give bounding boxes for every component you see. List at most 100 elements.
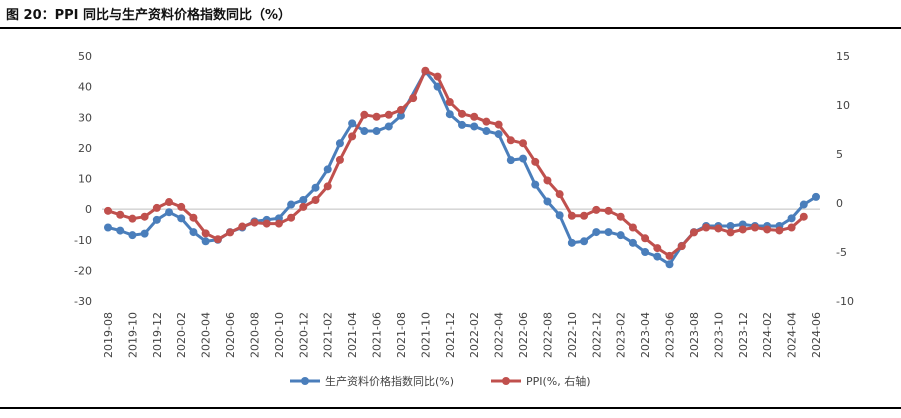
series-2-point xyxy=(323,182,332,191)
series-1-point xyxy=(506,156,515,165)
series-2-point xyxy=(335,155,344,164)
series-1-point xyxy=(494,130,503,139)
left-y-tick-label: 30 xyxy=(78,111,92,124)
series-1-point xyxy=(372,127,381,136)
series-2-point xyxy=(140,212,149,221)
x-tick-label: 2024-02 xyxy=(761,312,774,358)
series-1-line xyxy=(107,69,817,266)
legend-label: 生产资料价格指数同比(%) xyxy=(325,374,454,388)
series-2-point xyxy=(409,94,418,103)
series-2-point xyxy=(482,117,491,126)
series-2-point xyxy=(494,120,503,129)
x-tick-label: 2021-02 xyxy=(322,312,335,358)
right-y-tick-label: 15 xyxy=(836,50,850,63)
series-2-point xyxy=(653,244,662,253)
series-1-point xyxy=(396,111,405,120)
series-2-point xyxy=(238,222,247,231)
series-2-point xyxy=(165,198,174,207)
series-2-point xyxy=(799,212,808,221)
right-y-tick-label: 10 xyxy=(836,99,850,112)
left-y-tick-label: -30 xyxy=(74,295,92,308)
series-1-point xyxy=(177,214,186,223)
series-2-point xyxy=(470,112,479,121)
right-y-tick-label: -5 xyxy=(836,246,847,259)
x-tick-label: 2020-08 xyxy=(248,312,261,358)
x-tick-label: 2020-04 xyxy=(200,312,213,358)
x-tick-label: 2022-04 xyxy=(493,312,506,358)
right-y-tick-label: 0 xyxy=(836,197,843,210)
series-2-line xyxy=(107,69,805,258)
series-2-point xyxy=(116,210,125,219)
series-1-point xyxy=(299,195,308,204)
x-tick-label: 2021-12 xyxy=(444,312,457,358)
series-2-point xyxy=(262,219,271,228)
series-2-point xyxy=(543,176,552,185)
x-tick-label: 2022-06 xyxy=(517,312,530,358)
left-y-tick-label: 20 xyxy=(78,142,92,155)
series-2-point xyxy=(604,206,613,215)
x-tick-label: 2021-08 xyxy=(395,312,408,358)
x-tick-label: 2023-06 xyxy=(664,312,677,358)
series-2-point xyxy=(213,235,222,244)
series-2-point xyxy=(555,190,564,199)
series-2-point xyxy=(372,112,381,121)
series-2-point xyxy=(287,213,296,222)
series-2-point xyxy=(299,202,308,211)
series-1-point xyxy=(519,154,528,163)
series-1-point xyxy=(482,127,491,136)
series-2-point xyxy=(628,223,637,232)
left-y-tick-label: 50 xyxy=(78,50,92,63)
bottom-rule xyxy=(0,407,901,409)
series-1-point xyxy=(787,214,796,223)
x-tick-label: 2020-12 xyxy=(297,312,310,358)
x-tick-label: 2022-08 xyxy=(541,312,554,358)
series-1-point xyxy=(335,139,344,148)
series-2-point xyxy=(641,234,650,243)
series-2-point xyxy=(738,225,747,234)
series-1-point xyxy=(104,223,112,232)
series-2-point xyxy=(616,212,625,221)
x-tick-label: 2023-10 xyxy=(712,312,725,358)
x-tick-label: 2022-12 xyxy=(590,312,603,358)
series-2-point xyxy=(458,109,466,118)
x-tick-label: 2019-12 xyxy=(151,312,164,358)
series-1-point xyxy=(470,122,479,131)
series-2-point xyxy=(189,213,198,222)
series-2-point xyxy=(750,223,759,232)
series-1-point xyxy=(580,237,589,246)
series-1-point xyxy=(616,231,625,240)
series-2-point xyxy=(592,205,601,214)
x-tick-label: 2023-02 xyxy=(615,312,628,358)
x-tick-label: 2023-08 xyxy=(688,312,701,358)
series-1-point xyxy=(384,122,393,131)
x-tick-label: 2023-04 xyxy=(639,312,652,358)
x-tick-label: 2019-10 xyxy=(126,312,139,358)
legend-swatch-marker xyxy=(502,377,510,385)
series-2-point xyxy=(702,223,711,232)
series-1-point xyxy=(152,215,161,224)
series-2-point xyxy=(689,228,698,237)
x-tick-label: 2020-10 xyxy=(273,312,286,358)
series-2-point xyxy=(763,225,772,234)
left-y-tick-label: 40 xyxy=(78,81,92,94)
right-y-tick-label: 5 xyxy=(836,148,843,161)
series-1-point xyxy=(140,229,149,238)
series-1-point xyxy=(799,200,808,209)
left-y-tick-label: 10 xyxy=(78,173,92,186)
series-1-point xyxy=(592,228,601,237)
series-1-point xyxy=(360,127,369,136)
x-tick-label: 2020-02 xyxy=(175,312,188,358)
x-tick-label: 2021-10 xyxy=(419,312,432,358)
x-tick-label: 2021-06 xyxy=(371,312,384,358)
series-1-point xyxy=(201,237,210,246)
series-2-point xyxy=(311,196,320,205)
left-y-tick-label: -20 xyxy=(74,264,92,277)
x-tick-label: 2022-10 xyxy=(566,312,579,358)
series-1-point xyxy=(348,119,357,128)
series-2-point xyxy=(250,218,259,227)
x-tick-label: 2023-12 xyxy=(737,312,750,358)
series-2-point xyxy=(726,228,735,237)
series-2-point xyxy=(396,105,405,114)
figure-title: 图 20：PPI 同比与生产资料价格指数同比（%） xyxy=(6,8,292,23)
series-1-point xyxy=(543,197,552,206)
